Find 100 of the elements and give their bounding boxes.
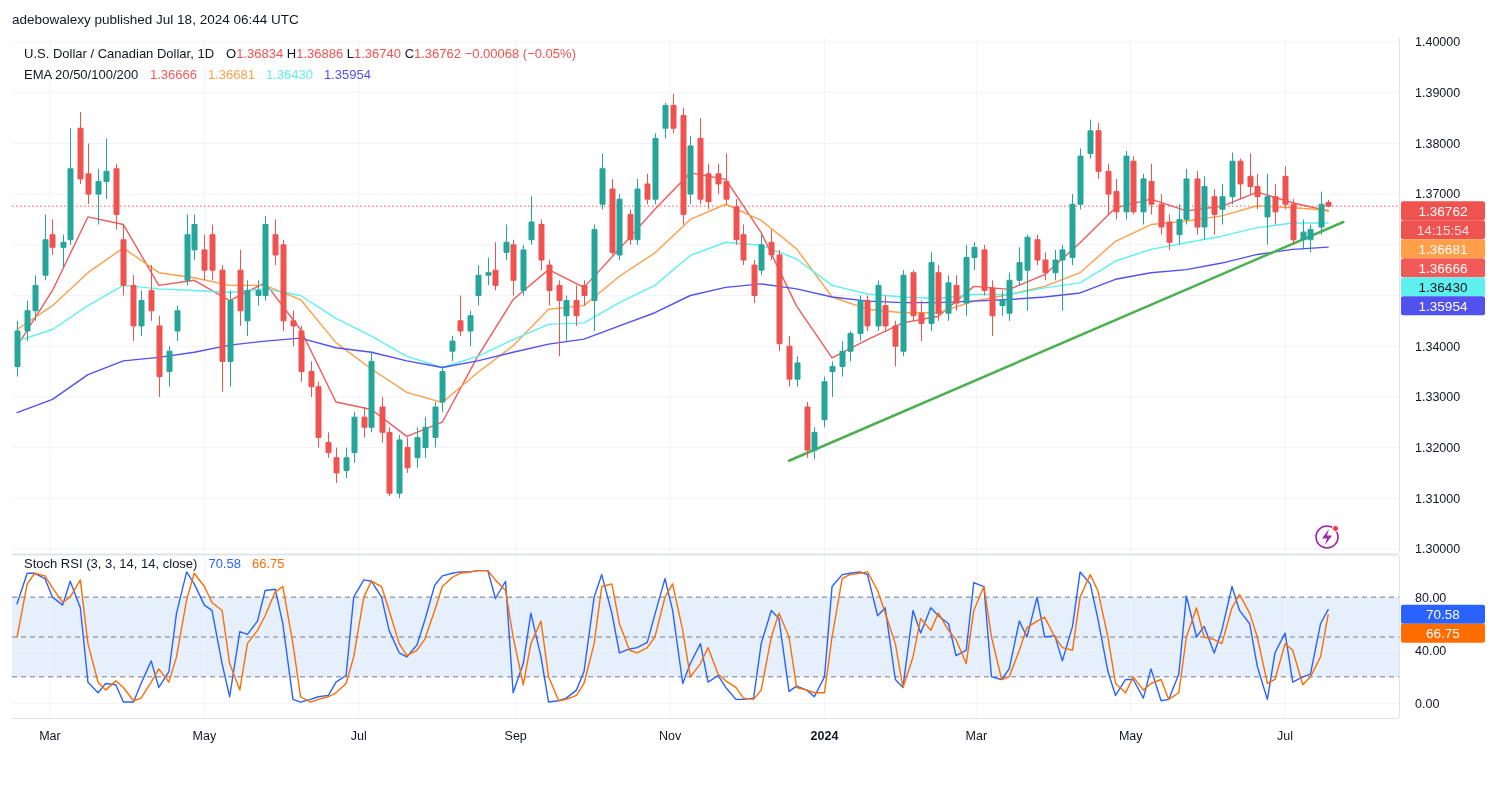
candlestick xyxy=(457,295,464,337)
candlestick xyxy=(510,239,517,296)
candlestick xyxy=(237,249,244,327)
candlestick xyxy=(290,310,297,347)
candlestick xyxy=(1095,122,1102,180)
candlestick xyxy=(900,269,907,357)
legend-title: EMA 20/50/100/200 xyxy=(24,67,139,82)
candlestick xyxy=(219,264,226,393)
candlestick xyxy=(67,127,74,246)
y-tick-label: 1.38000 xyxy=(1415,136,1461,151)
candlestick xyxy=(538,218,545,271)
candlestick xyxy=(467,310,474,347)
text: O1.36834 H1.36886 L1.36740 C1.36762 −0.00068 (−0.05%) xyxy=(226,46,576,61)
x-tick-label: May xyxy=(1118,729,1144,743)
candlestick xyxy=(794,355,801,388)
candlestick xyxy=(563,295,570,342)
y-tick-label: 1.33000 xyxy=(1415,390,1461,405)
candlestick xyxy=(652,132,659,205)
candlestick xyxy=(1318,191,1325,236)
candlestick xyxy=(945,274,952,322)
candlestick xyxy=(1272,183,1279,226)
candlestick xyxy=(227,289,234,388)
candlestick xyxy=(591,224,598,332)
candlestick xyxy=(1219,183,1226,226)
candlestick xyxy=(520,244,527,296)
candlestick xyxy=(627,208,634,246)
candlestick xyxy=(581,279,588,307)
candlestick xyxy=(1229,152,1236,205)
y-tick-label: 40.00 xyxy=(1415,643,1447,658)
candlestick xyxy=(882,295,889,332)
candlestick xyxy=(475,264,482,307)
candlestick xyxy=(343,447,350,479)
candlestick xyxy=(60,234,67,269)
candlestick xyxy=(528,195,535,246)
candlestick xyxy=(49,218,56,256)
candlestick xyxy=(751,259,758,304)
candlestick xyxy=(670,93,677,134)
candlestick xyxy=(298,325,305,383)
annotation: 1.36681 xyxy=(207,67,255,82)
y-tick-label: 1.39000 xyxy=(1415,86,1461,101)
candlestick xyxy=(928,251,935,332)
candlestick xyxy=(634,178,641,246)
candlestick xyxy=(953,274,960,312)
text: 1.36430 xyxy=(1418,279,1468,295)
line-series xyxy=(16,246,1329,414)
annotation: 1.36430 xyxy=(265,67,313,82)
annotation: 1.36666 xyxy=(149,67,197,82)
x-tick-label: May xyxy=(192,729,217,743)
candlestick xyxy=(546,259,553,307)
legend-title: Stoch RSI (3, 3, 14, 14, close) xyxy=(24,555,198,571)
x-tick-label: Mar xyxy=(965,729,988,743)
candlestick xyxy=(1087,119,1094,160)
series-label: 70.58 xyxy=(208,555,241,571)
candlestick xyxy=(864,295,871,332)
line-series xyxy=(16,569,1329,703)
candlestick xyxy=(875,279,882,332)
text: 14:15:54 xyxy=(1416,222,1470,238)
candlestick xyxy=(368,350,375,433)
candlestick xyxy=(758,234,765,276)
y-tick-label: 1.30000 xyxy=(1415,542,1461,557)
y-tick-label: 1.31000 xyxy=(1415,491,1461,506)
candlestick xyxy=(644,173,651,205)
y-tick-label: 0.00 xyxy=(1415,696,1440,711)
ref-line-label: 1.36762 xyxy=(1418,203,1468,219)
candlestick xyxy=(333,447,340,484)
x-tick-label: 2024 xyxy=(810,729,839,743)
candlestick xyxy=(439,365,446,413)
candlestick xyxy=(892,320,899,367)
candlestick xyxy=(130,274,137,342)
text: 66.75 xyxy=(1426,626,1460,642)
candlestick xyxy=(156,315,163,398)
candlestick xyxy=(174,305,181,342)
candlestick xyxy=(599,153,606,210)
candlestick xyxy=(449,335,456,362)
x-tick-label: Mar xyxy=(39,729,61,743)
candlestick xyxy=(1264,173,1271,246)
candlestick xyxy=(485,256,492,286)
x-tick-label: Jul xyxy=(350,729,367,743)
candlestick xyxy=(351,411,358,464)
y-tick-label: 1.40000 xyxy=(1415,35,1461,50)
candlestick xyxy=(148,264,155,322)
line-series xyxy=(16,203,1329,404)
candlestick xyxy=(935,264,942,322)
candlestick xyxy=(325,431,332,459)
x-tick-label: Sep xyxy=(504,729,527,743)
text: 1.35954 xyxy=(1418,298,1468,314)
y-tick-label: 1.34000 xyxy=(1415,339,1461,354)
candlestick xyxy=(786,335,793,388)
y-tick-label: 1.32000 xyxy=(1415,440,1461,455)
candlestick xyxy=(120,224,127,296)
candlestick xyxy=(432,401,439,449)
candlestick xyxy=(857,295,864,342)
candlestick xyxy=(687,135,694,205)
text: 1.36666 xyxy=(1418,260,1468,276)
candlestick xyxy=(166,345,173,388)
candlestick xyxy=(14,320,21,378)
text: 70.58 xyxy=(1426,607,1460,623)
y-tick-label: 1.37000 xyxy=(1415,187,1461,202)
candlestick xyxy=(244,279,251,337)
series-label: 66.75 xyxy=(251,555,285,571)
